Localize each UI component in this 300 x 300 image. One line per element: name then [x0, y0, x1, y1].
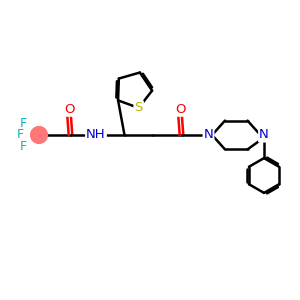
Text: O: O: [64, 103, 74, 116]
Circle shape: [31, 127, 47, 143]
Text: N: N: [204, 128, 213, 142]
Text: N: N: [259, 128, 269, 142]
Text: NH: NH: [86, 128, 106, 142]
Text: O: O: [175, 103, 185, 116]
Text: F: F: [17, 128, 24, 142]
Text: F: F: [20, 117, 27, 130]
Text: F: F: [20, 140, 27, 153]
Text: S: S: [134, 101, 143, 114]
